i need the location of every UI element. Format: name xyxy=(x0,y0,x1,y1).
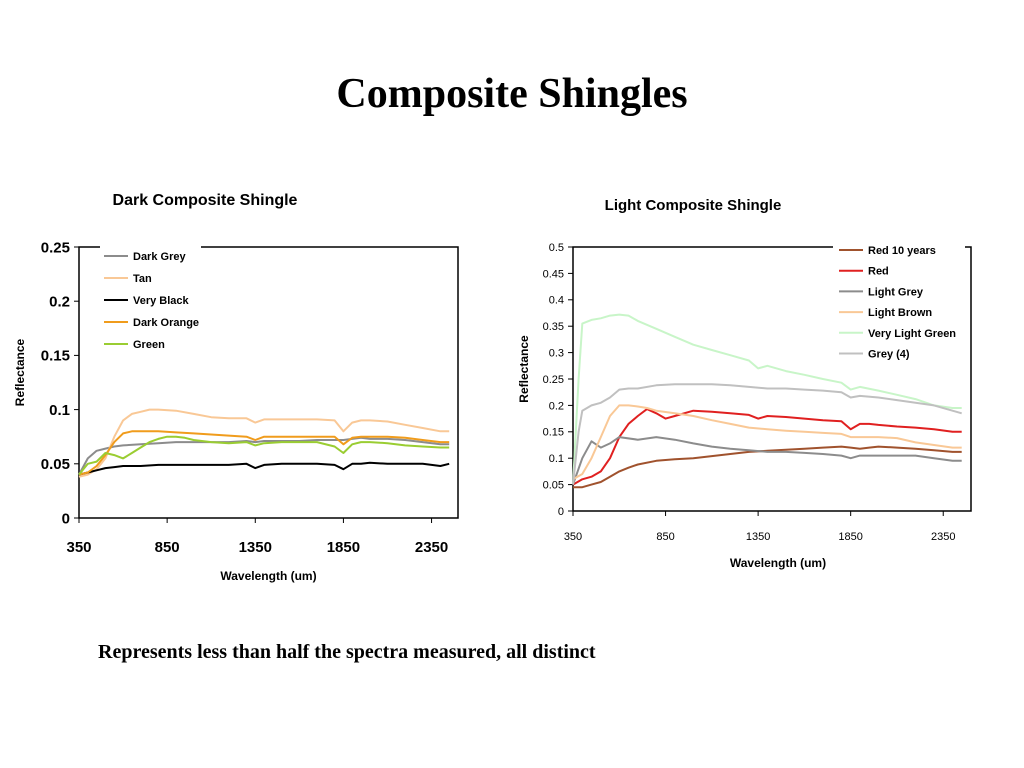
y-tick-label: 0.5 xyxy=(549,242,564,254)
legend-label: Light Brown xyxy=(868,307,932,319)
x-tick-label: 350 xyxy=(564,531,582,543)
series-line-dark-orange xyxy=(78,430,450,476)
x-tick-label: 1850 xyxy=(838,531,862,543)
x-tick-label: 350 xyxy=(66,539,91,556)
legend-label: Very Black xyxy=(133,295,190,307)
x-tick-label: 850 xyxy=(656,531,674,543)
y-tick-label: 0.25 xyxy=(41,239,70,256)
series-line-light-grey xyxy=(572,436,962,485)
y-tick-label: 0.4 xyxy=(549,295,564,307)
series-line-light-brown xyxy=(572,404,962,481)
series-line-very-black xyxy=(78,461,450,476)
series-line-very-light-green xyxy=(572,313,962,485)
legend-box xyxy=(833,240,965,366)
legend-label: Dark Orange xyxy=(133,317,199,329)
series-line-green xyxy=(78,435,450,476)
x-tick-label: 2350 xyxy=(931,531,955,543)
x-tick-label: 1350 xyxy=(746,531,770,543)
legend-label: Green xyxy=(133,339,165,351)
chart-2: Light Composite Shingle 0 0.05 0.1 0.15 0.2 0.… xyxy=(517,197,972,570)
y-tick-label: 0.45 xyxy=(543,268,564,280)
y-tick-label: 0 xyxy=(558,506,564,518)
y-axis-label: Reflectance xyxy=(13,338,27,406)
y-tick-label: 0.05 xyxy=(543,479,564,491)
y-tick-label: 0.15 xyxy=(543,427,564,439)
series-line-dark-grey xyxy=(78,436,450,476)
y-tick-label: 0.05 xyxy=(41,456,70,473)
legend-label: Tan xyxy=(133,273,152,285)
x-tick-label: 1850 xyxy=(327,539,360,556)
legend-label: Red xyxy=(868,266,889,278)
legend-label: Very Light Green xyxy=(868,328,956,340)
legend-label: Red 10 years xyxy=(868,245,936,257)
series-line-tan xyxy=(78,408,450,478)
y-tick-label: 0.1 xyxy=(49,402,70,419)
x-tick-label: 2350 xyxy=(415,539,448,556)
y-tick-label: 0.1 xyxy=(549,453,564,465)
y-tick-label: 0.2 xyxy=(49,293,70,310)
legend-box xyxy=(100,240,201,357)
y-tick-label: 0.15 xyxy=(41,348,70,365)
chart-1: Dark Composite Shingle 0 0.05 0.1 0.15 0.2 0.2… xyxy=(13,192,459,583)
legend-label: Light Grey xyxy=(868,286,924,298)
y-tick-label: 0.25 xyxy=(543,374,564,386)
y-tick-label: 0.3 xyxy=(549,347,564,359)
chart-title: Dark Composite Shingle xyxy=(113,192,298,209)
x-axis-label: Wavelength (um) xyxy=(730,556,826,570)
legend-label: Grey (4) xyxy=(868,349,910,361)
x-tick-label: 850 xyxy=(155,539,180,556)
legend-label: Dark Grey xyxy=(133,251,186,263)
y-tick-label: 0 xyxy=(62,510,70,527)
x-tick-label: 1350 xyxy=(239,539,272,556)
x-axis-label: Wavelength (um) xyxy=(220,569,316,583)
chart-title: Light Composite Shingle xyxy=(605,197,782,214)
y-tick-label: 0.2 xyxy=(549,400,564,412)
slide-title: Composite Shingles xyxy=(336,71,688,117)
series-line-grey-4 xyxy=(572,383,962,485)
y-tick-label: 0.35 xyxy=(543,321,564,333)
slide-caption: Represents less than half the spectra me… xyxy=(98,641,596,663)
y-axis-label: Reflectance xyxy=(517,335,531,403)
